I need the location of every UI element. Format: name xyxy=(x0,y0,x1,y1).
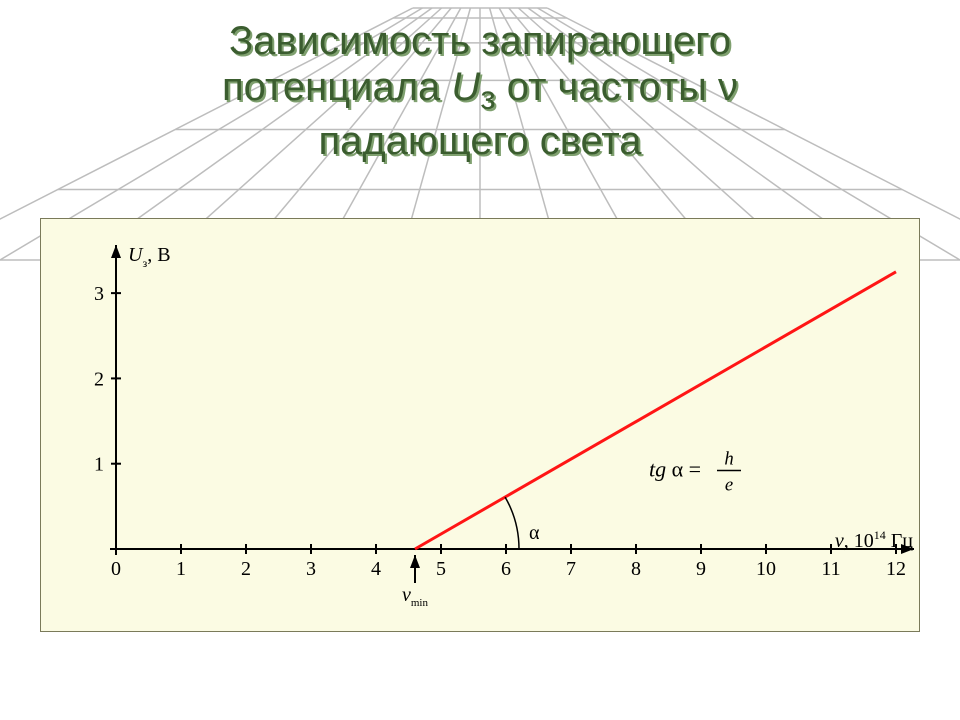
svg-text:2: 2 xyxy=(94,368,104,390)
svg-text:10: 10 xyxy=(756,558,776,580)
svg-text:0: 0 xyxy=(111,558,121,580)
title-line: падающего света xyxy=(0,118,960,164)
chart-panel: 0123456789101112123Uз, Bν, 1014 Гцνminαt… xyxy=(40,218,920,632)
svg-text:e: e xyxy=(725,475,733,496)
title-line: потенциала Uз от частоты ν xyxy=(0,64,960,118)
svg-text:7: 7 xyxy=(566,558,576,580)
svg-text:5: 5 xyxy=(436,558,446,580)
svg-text:9: 9 xyxy=(696,558,706,580)
svg-text:12: 12 xyxy=(886,558,906,580)
svg-text:4: 4 xyxy=(371,558,381,580)
svg-text:8: 8 xyxy=(631,558,641,580)
title-line: Зависимость запирающего xyxy=(0,18,960,64)
nu-min-label: νmin xyxy=(402,584,429,609)
angle-arc xyxy=(505,497,519,549)
svg-text:h: h xyxy=(724,449,733,470)
y-axis-label: Uз, B xyxy=(128,244,171,270)
svg-text:3: 3 xyxy=(94,283,104,305)
svg-text:2: 2 xyxy=(241,558,251,580)
svg-text:11: 11 xyxy=(821,558,840,580)
slide-title: Зависимость запирающегопотенциала Uз от … xyxy=(0,18,960,164)
svg-text:1: 1 xyxy=(176,558,186,580)
svg-text:3: 3 xyxy=(306,558,316,580)
svg-text:6: 6 xyxy=(501,558,511,580)
series-line xyxy=(415,272,896,549)
chart-svg: 0123456789101112123Uз, Bν, 1014 Гцνminαt… xyxy=(41,219,921,633)
angle-label: α xyxy=(529,522,540,544)
formula-lhs: tg α = xyxy=(649,457,701,482)
svg-text:1: 1 xyxy=(94,454,104,476)
